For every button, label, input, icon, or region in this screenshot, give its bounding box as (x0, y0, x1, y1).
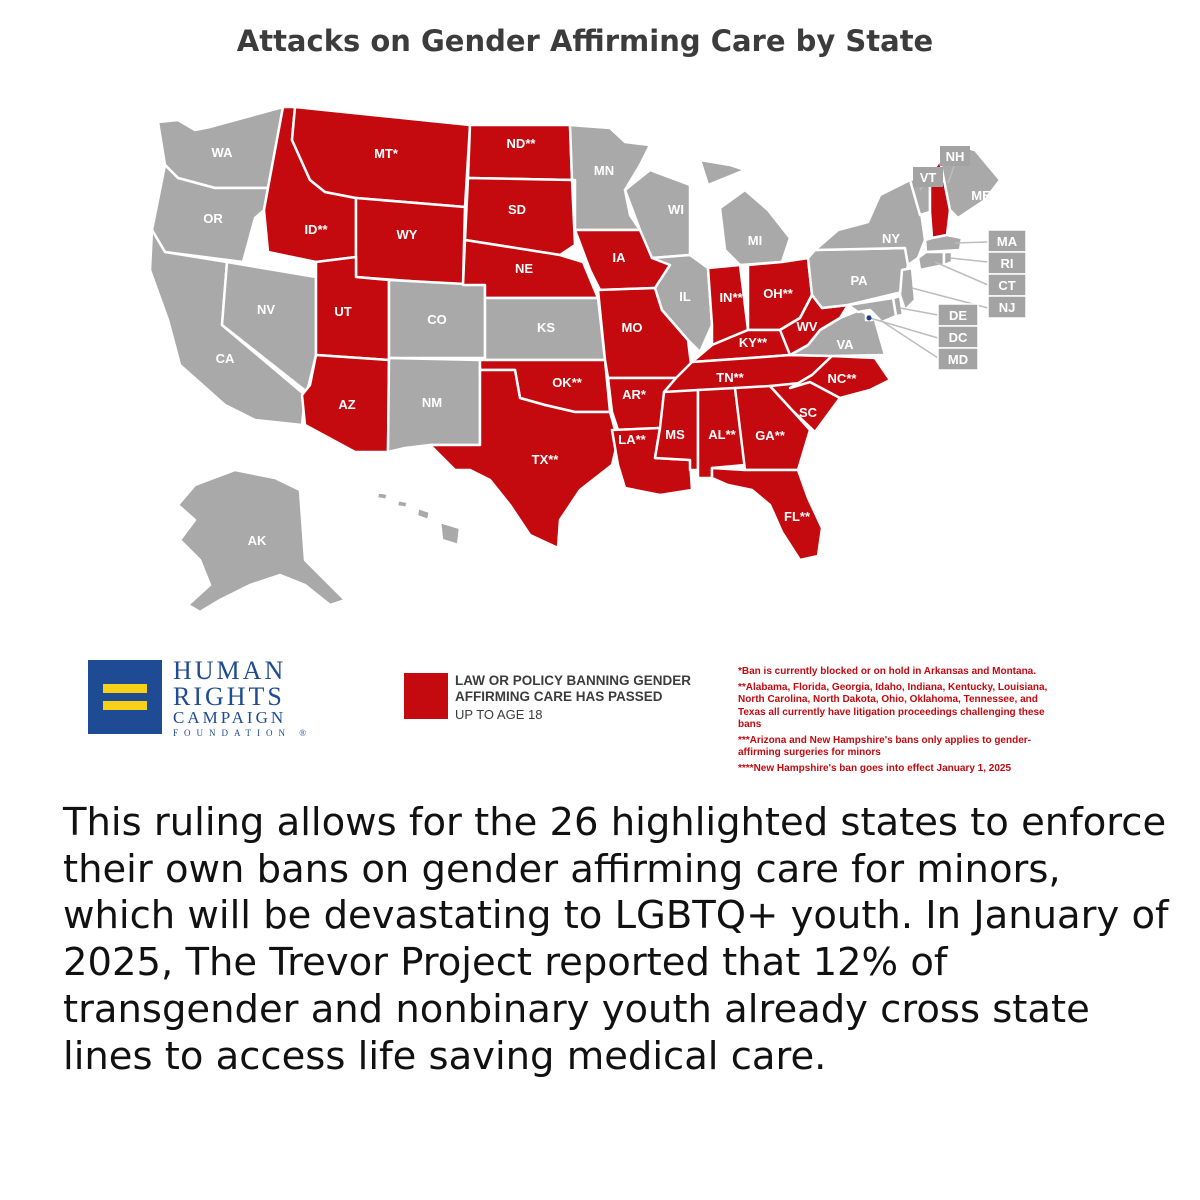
footnote-2: **Alabama, Florida, Georgia, Idaho, Indi… (738, 681, 1048, 731)
state-ak[interactable] (176, 468, 347, 614)
label-ut: UT (334, 304, 351, 319)
label-ms: MS (665, 427, 685, 442)
hrc-logo-square (88, 660, 162, 734)
state-tx[interactable] (428, 368, 620, 550)
label-nd: ND** (507, 136, 537, 151)
state-hi[interactable] (375, 490, 462, 547)
callout-nh-box (940, 146, 970, 166)
hrc-equality-logo (88, 660, 162, 734)
label-md: MD (948, 352, 968, 367)
hrc-logo-bar-top (103, 684, 147, 693)
label-dc: DC (949, 330, 968, 345)
hrc-foundation-text: FOUNDATION (173, 728, 291, 738)
body-paragraph: This ruling allows for the 26 highlighte… (63, 800, 1169, 1079)
label-va: VA (836, 337, 854, 352)
legend-sublabel: UP TO AGE 18 (455, 707, 543, 722)
label-mo: MO (622, 320, 643, 335)
dc-dot (866, 315, 872, 321)
label-tx: TX** (532, 452, 560, 467)
us-map: WA OR CA NV ID** MT* WY UT AZ CO NM ND**… (148, 105, 1027, 614)
label-ga: GA** (755, 428, 786, 443)
label-ma: MA (997, 234, 1018, 249)
footnote-1: *Ban is currently blocked or on hold in … (738, 666, 1037, 677)
label-pa: PA (850, 273, 868, 288)
label-in: IN** (719, 290, 743, 305)
label-az: AZ (338, 397, 355, 412)
state-fl[interactable] (710, 466, 824, 562)
label-ct: CT (998, 278, 1015, 293)
label-nm: NM (422, 395, 442, 410)
label-ks: KS (537, 320, 555, 335)
label-ny: NY (882, 231, 900, 246)
map-title: Attacks on Gender Affirming Care by Stat… (236, 24, 934, 58)
state-nd[interactable] (466, 123, 574, 182)
callout-nj-box (987, 295, 1027, 319)
label-il: IL (679, 289, 691, 304)
label-ok: OK** (552, 375, 583, 390)
state-nc[interactable] (788, 354, 892, 400)
label-wv: WV (797, 319, 818, 334)
state-il[interactable] (650, 253, 714, 354)
label-la: LA** (618, 432, 646, 447)
label-wy: WY (397, 227, 418, 242)
label-ri: RI (1001, 256, 1014, 271)
label-mn: MN (594, 163, 614, 178)
label-mi: MI (748, 233, 762, 248)
label-vt: VT (920, 170, 937, 185)
footnote-3: ***Arizona and New Hampshire's bans only… (738, 734, 1031, 759)
hrc-word-foundation: FOUNDATION ® (173, 728, 312, 738)
label-oh: OH** (763, 286, 794, 301)
label-ca: CA (216, 351, 235, 366)
state-ct[interactable] (916, 250, 946, 272)
footnotes: *Ban is currently blocked or on hold in … (738, 666, 1068, 778)
label-ia: IA (613, 250, 627, 265)
hrc-word-rights: RIGHTS (173, 682, 285, 711)
label-nj: NJ (999, 300, 1016, 315)
label-ar: AR* (622, 387, 647, 402)
legend-swatch-ban (404, 673, 448, 719)
state-sd[interactable] (463, 176, 577, 257)
label-wa: WA (212, 145, 234, 160)
label-wi: WI (668, 202, 684, 217)
label-sd: SD (508, 202, 526, 217)
legend-label: LAW OR POLICY BANNING GENDER AFFIRMING C… (455, 673, 692, 704)
hrc-word-campaign: CAMPAIGN (173, 708, 287, 727)
label-nh: NH (946, 149, 965, 164)
callout-vt-box (913, 167, 943, 187)
hrc-word-human: HUMAN (173, 656, 287, 685)
label-mt: MT* (374, 146, 399, 161)
label-ne: NE (515, 261, 533, 276)
label-nv: NV (257, 302, 275, 317)
label-tn: TN** (716, 370, 744, 385)
label-id: ID** (304, 222, 328, 237)
label-co: CO (427, 312, 447, 327)
state-labels: WA OR CA NV ID** MT* WY UT AZ CO NM ND**… (203, 136, 1017, 548)
label-al: AL** (708, 427, 736, 442)
label-or: OR (203, 211, 223, 226)
state-ri[interactable] (942, 250, 954, 267)
footnote-4: ****New Hampshire's ban goes into effect… (738, 762, 1012, 774)
registered-mark: ® (299, 728, 313, 738)
state-mn[interactable] (568, 123, 652, 232)
label-sc: SC (799, 405, 818, 420)
ne-callouts (866, 146, 1027, 371)
label-ak: AK (248, 533, 267, 548)
hrc-logo-bar-bottom (103, 701, 147, 710)
label-nc: NC** (828, 371, 858, 386)
label-me: ME (971, 188, 991, 203)
callout-md-box (937, 347, 979, 371)
state-mi[interactable] (698, 158, 792, 267)
state-wv[interactable] (778, 293, 850, 357)
state-ca[interactable] (148, 228, 307, 427)
label-de: DE (949, 308, 967, 323)
state-nj[interactable] (898, 266, 917, 312)
label-fl: FL** (784, 509, 811, 524)
label-ky: KY** (739, 335, 768, 350)
